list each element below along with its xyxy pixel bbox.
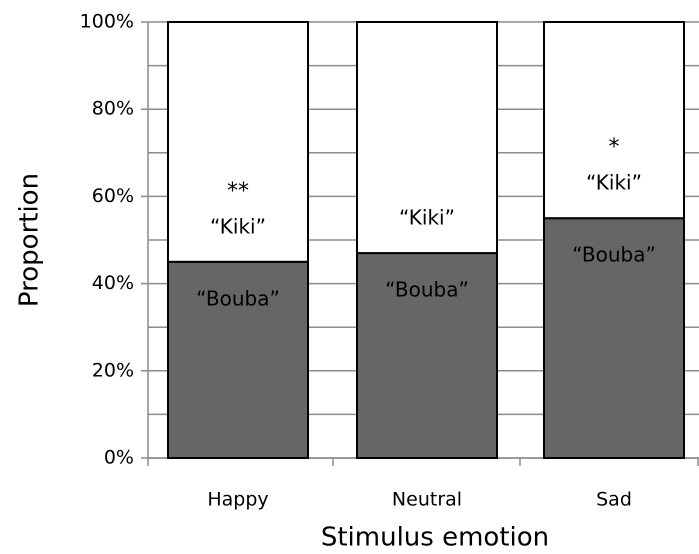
segment-label: “Kiki” bbox=[210, 214, 266, 238]
y-tick-label: 20% bbox=[92, 359, 134, 381]
segment-label: “Bouba” bbox=[385, 278, 469, 302]
annotation: ** bbox=[227, 179, 249, 204]
bar-segment bbox=[167, 260, 309, 459]
x-tick-label: Sad bbox=[596, 489, 632, 511]
segment-label: “Bouba” bbox=[572, 243, 656, 267]
bar-segment bbox=[356, 21, 498, 255]
x-tick-label: Neutral bbox=[392, 489, 462, 511]
x-axis-label: Stimulus emotion bbox=[321, 523, 549, 553]
bar-segment bbox=[543, 21, 685, 220]
y-tick-label: 60% bbox=[92, 185, 134, 207]
segment-label: “Kiki” bbox=[399, 206, 455, 230]
x-tick-label: Happy bbox=[207, 489, 268, 511]
bar-segment bbox=[167, 21, 309, 263]
y-tick-label: 0% bbox=[104, 447, 134, 469]
y-axis-label: Proportion bbox=[15, 173, 45, 307]
segment-label: “Kiki” bbox=[586, 171, 642, 195]
bar-segment bbox=[356, 252, 498, 459]
bar-segment bbox=[543, 217, 685, 459]
y-tick-label: 40% bbox=[92, 272, 134, 294]
y-tick-label: 80% bbox=[92, 98, 134, 120]
segment-label: “Bouba” bbox=[196, 286, 280, 310]
y-tick-label: 100% bbox=[80, 11, 134, 33]
annotation: * bbox=[609, 135, 620, 160]
